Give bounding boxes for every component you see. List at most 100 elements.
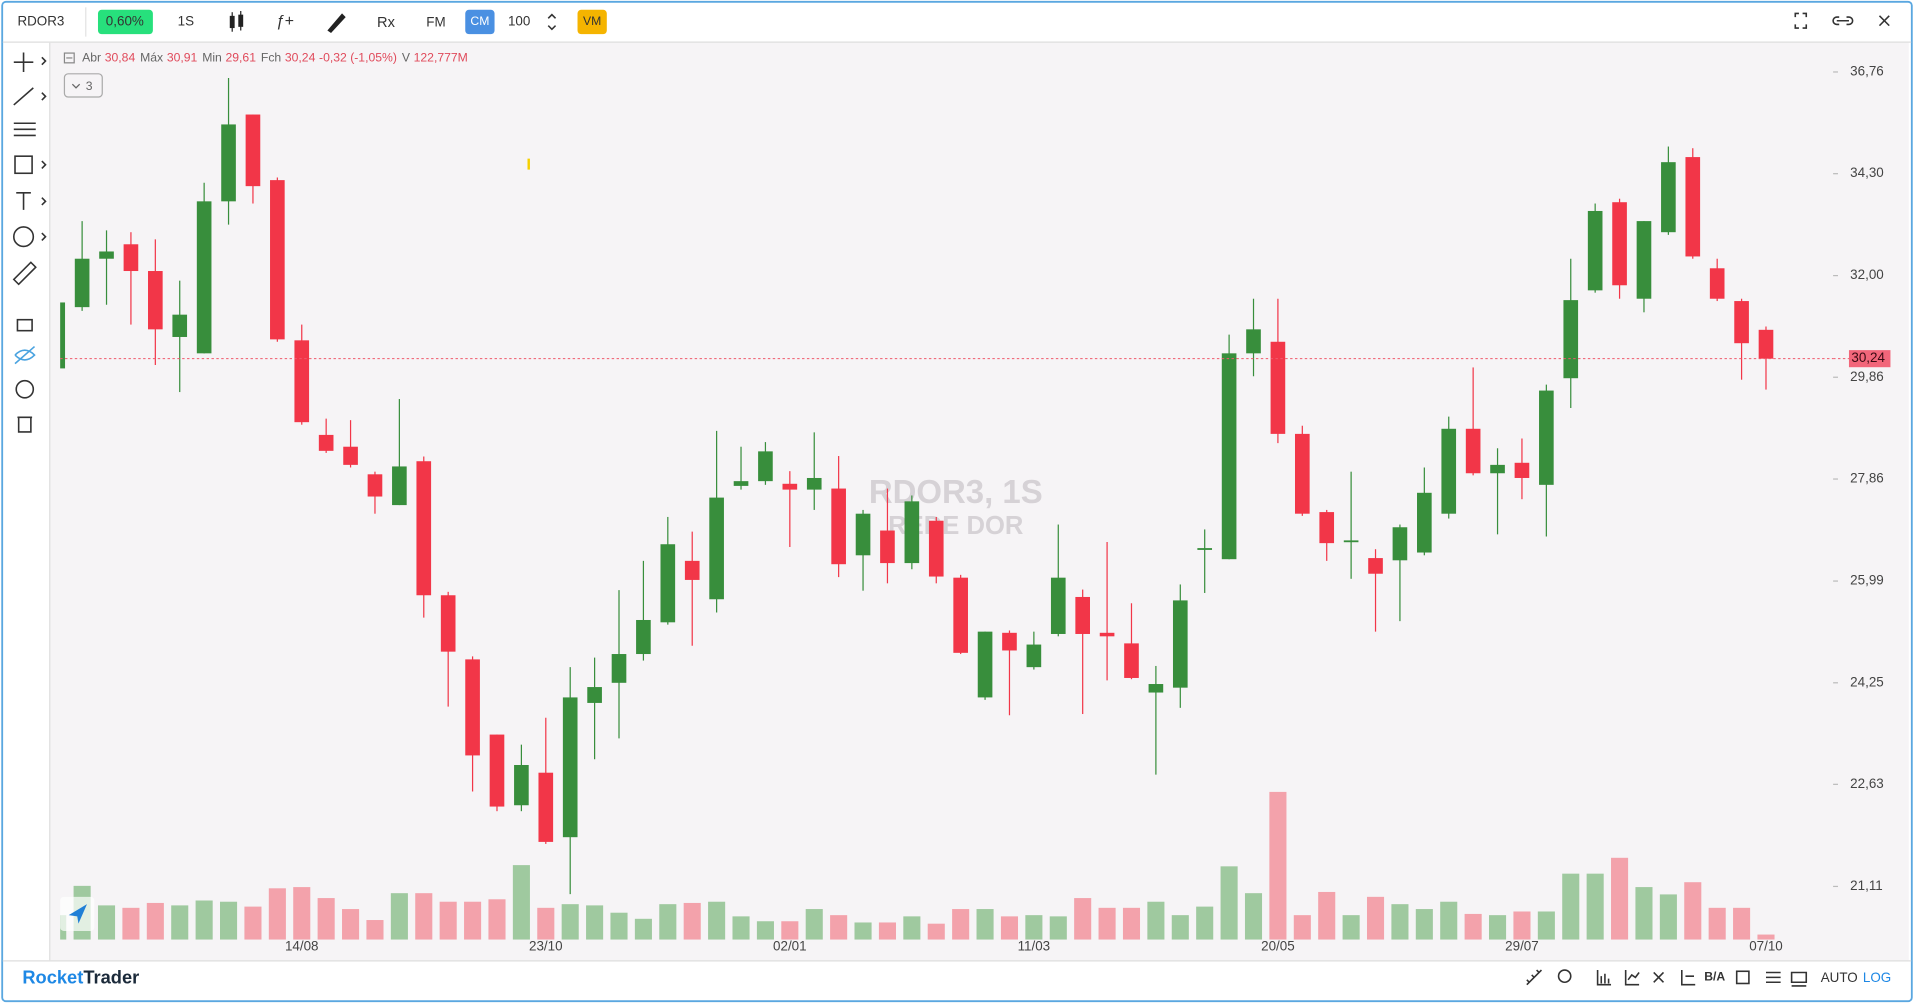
y-tick-label: 36,76 xyxy=(1850,64,1884,79)
volume-bar xyxy=(952,909,970,940)
function-button[interactable]: ƒ+ xyxy=(276,13,294,30)
ruler-icon[interactable] xyxy=(1526,969,1543,986)
candle-body xyxy=(709,497,724,600)
pencil-icon[interactable] xyxy=(327,13,346,33)
shape-tool[interactable] xyxy=(14,155,33,175)
toolbar: RDOR3 0,60% 1S ƒ+ Rx FM CM 100 VM xyxy=(17,7,1890,37)
volume-bar xyxy=(366,920,384,940)
interval[interactable]: 1S xyxy=(178,14,194,29)
ba-button[interactable]: B/A xyxy=(1704,970,1725,984)
volume-bar xyxy=(927,923,945,940)
legend-label: V xyxy=(402,51,411,65)
close-icon[interactable] xyxy=(1878,15,1890,27)
x-tick-label: 29/07 xyxy=(1505,938,1539,953)
candle-body xyxy=(148,271,163,330)
volume-bar xyxy=(1489,915,1507,940)
ruler-tool[interactable] xyxy=(12,261,37,286)
last-price-box xyxy=(1848,350,1891,368)
candle-icon[interactable] xyxy=(229,10,244,32)
candle-body xyxy=(440,595,456,652)
volume-bar xyxy=(1244,893,1263,940)
y-tick-label: 34,30 xyxy=(1850,165,1884,180)
volume-bar xyxy=(1171,915,1189,940)
link-icon[interactable] xyxy=(1832,16,1854,26)
plot xyxy=(60,77,1834,940)
candle-body xyxy=(538,772,554,842)
lock-tool[interactable] xyxy=(16,318,33,332)
volume-bar xyxy=(220,901,238,940)
line-icon[interactable] xyxy=(1681,970,1696,986)
eye-tool[interactable] xyxy=(14,345,36,365)
crosshair-tool[interactable] xyxy=(13,52,34,72)
zoom-icon[interactable] xyxy=(1557,969,1572,984)
candle-body xyxy=(587,687,602,703)
cm-bg xyxy=(465,9,495,35)
change-pill xyxy=(97,9,153,35)
collapse-icon[interactable] xyxy=(63,52,75,64)
candle-body xyxy=(1124,643,1139,678)
candle-body xyxy=(660,544,676,623)
volume-bar xyxy=(342,909,360,940)
volume-bar xyxy=(1733,907,1751,940)
list-icon[interactable] xyxy=(1765,971,1781,984)
fib-tool[interactable] xyxy=(13,122,36,137)
candle-body xyxy=(1099,632,1115,637)
candle-body xyxy=(953,577,968,653)
volume-icon[interactable] xyxy=(1596,970,1612,986)
candle-body xyxy=(1734,301,1749,344)
auto-button[interactable]: AUTO xyxy=(1821,970,1858,985)
volume-bar xyxy=(1586,873,1604,940)
cross-icon[interactable] xyxy=(1653,971,1665,983)
indicator-count: 3 xyxy=(86,79,93,93)
candle-body xyxy=(343,446,358,465)
vm-button[interactable]: VM xyxy=(583,14,601,28)
candle-body xyxy=(416,461,432,596)
expand-icon[interactable] xyxy=(1794,12,1808,29)
book-icon[interactable] xyxy=(1735,970,1750,985)
candle-body xyxy=(99,251,114,259)
candle-body xyxy=(636,619,651,655)
volume-bar xyxy=(903,916,921,940)
legend-value: 30,91 xyxy=(167,51,198,65)
log-button[interactable]: LOG xyxy=(1863,970,1891,985)
candle-body xyxy=(855,513,871,556)
x-tick-label: 11/03 xyxy=(1018,938,1051,953)
cm-button[interactable]: CM xyxy=(470,14,489,28)
volume-bar xyxy=(195,900,213,940)
volume-bar xyxy=(781,921,799,940)
text-tool[interactable] xyxy=(16,191,31,210)
volume-bar xyxy=(634,918,652,940)
fm-button[interactable]: FM xyxy=(426,15,445,30)
line-tool[interactable] xyxy=(13,87,34,106)
help-tool[interactable] xyxy=(15,379,35,399)
volume-bar xyxy=(1611,857,1629,940)
study-button[interactable]: Rx xyxy=(377,15,396,31)
y-tick-label: 24,25 xyxy=(1850,674,1884,689)
screen-icon[interactable] xyxy=(1790,971,1808,987)
indicator-dropdown[interactable] xyxy=(63,73,103,98)
volume-bar xyxy=(488,899,506,940)
volume-bar xyxy=(464,901,482,940)
volume-bar xyxy=(1391,904,1409,940)
nav-button[interactable] xyxy=(60,896,95,932)
brand-part: Rocket xyxy=(22,966,83,987)
spinner[interactable] xyxy=(547,13,557,31)
volume-bar xyxy=(659,904,677,940)
legend-label: Abr xyxy=(82,51,101,65)
candle-body xyxy=(221,124,236,202)
candle-body xyxy=(904,501,920,564)
candle-body xyxy=(60,302,66,369)
volume-bar xyxy=(1000,916,1019,940)
volume-bar xyxy=(1415,909,1433,940)
chart-icon[interactable] xyxy=(1624,970,1640,986)
emoji-tool[interactable] xyxy=(12,226,35,248)
candle-body xyxy=(1465,428,1481,474)
trash-tool[interactable] xyxy=(17,416,33,433)
marker xyxy=(527,158,530,170)
y-tick-label: 27,86 xyxy=(1850,471,1884,486)
candle-body xyxy=(367,474,383,497)
symbol[interactable]: RDOR3 xyxy=(17,14,64,29)
volume-bar xyxy=(122,907,140,940)
quantity[interactable]: 100 xyxy=(508,14,530,29)
